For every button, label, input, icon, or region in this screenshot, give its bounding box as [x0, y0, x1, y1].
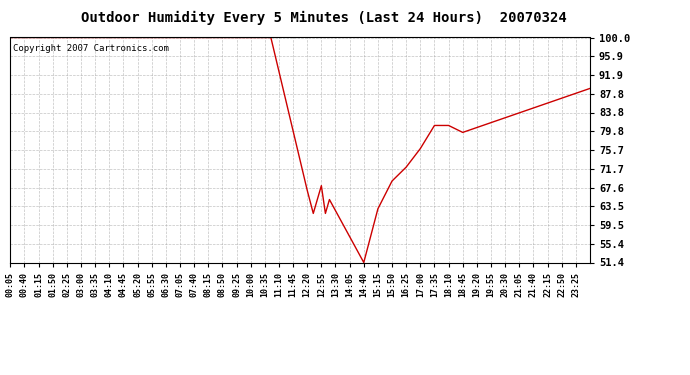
Text: Outdoor Humidity Every 5 Minutes (Last 24 Hours)  20070324: Outdoor Humidity Every 5 Minutes (Last 2… — [81, 11, 567, 26]
Text: Copyright 2007 Cartronics.com: Copyright 2007 Cartronics.com — [13, 44, 169, 53]
